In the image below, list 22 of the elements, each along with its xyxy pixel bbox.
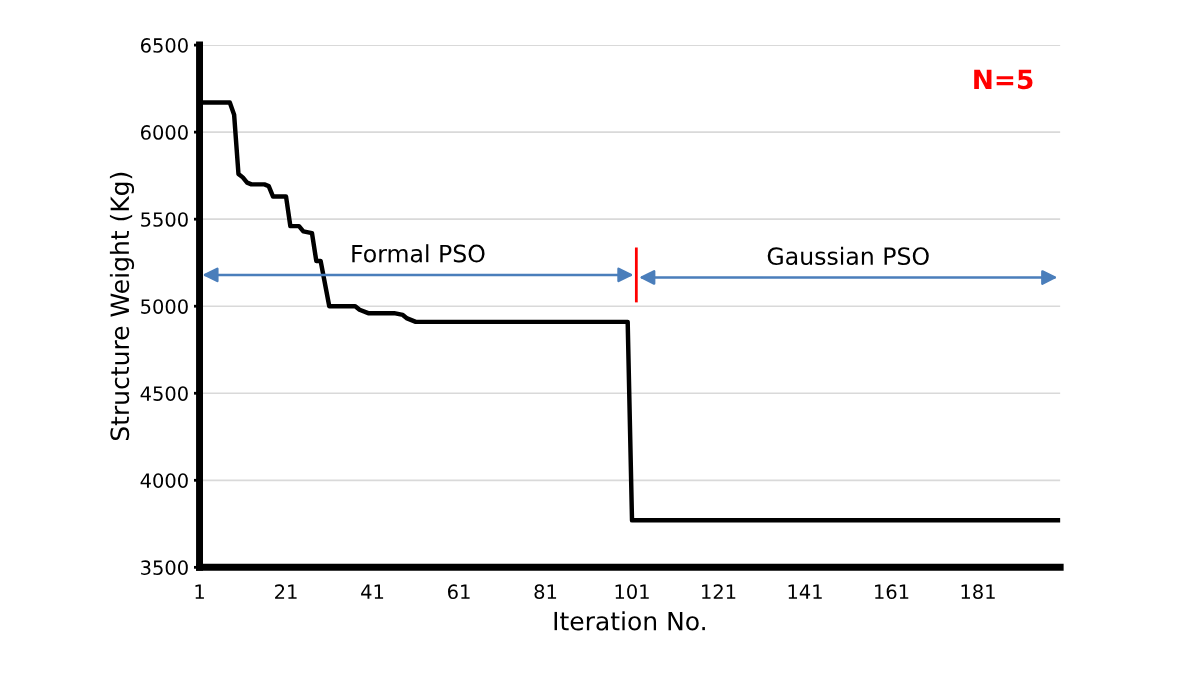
- x-tick-label: 161: [875, 584, 909, 600]
- annotation: Gaussian PSO: [767, 246, 929, 266]
- y-tick-label: 5500: [141, 212, 188, 227]
- annotation: N=5: [974, 69, 1033, 90]
- y-tick-label: 4500: [140, 386, 188, 401]
- x-tick-label: 141: [788, 584, 822, 599]
- y-tick-label: 6500: [140, 38, 188, 53]
- annotation: Formal PSO: [352, 244, 485, 263]
- x-tick-label: 21: [275, 584, 297, 599]
- y-tick-label: 5000: [141, 299, 188, 314]
- x-tick-label: 121: [702, 584, 736, 599]
- x-tick-label: 181: [961, 584, 995, 600]
- x-tick-label: 1: [195, 584, 204, 599]
- x-tick-label: 81: [534, 584, 557, 600]
- y-axis-title: Structure Weight (Kg): [109, 172, 135, 441]
- x-tick-label: 61: [448, 584, 470, 600]
- x-tick-label: 41: [361, 584, 384, 599]
- y-tick-label: 4000: [140, 473, 188, 488]
- x-axis-title: Iteration No.: [554, 611, 705, 631]
- y-tick-label: 6000: [140, 125, 188, 140]
- y-tick-label: 3500: [141, 560, 188, 575]
- x-tick-label: 101: [615, 584, 649, 600]
